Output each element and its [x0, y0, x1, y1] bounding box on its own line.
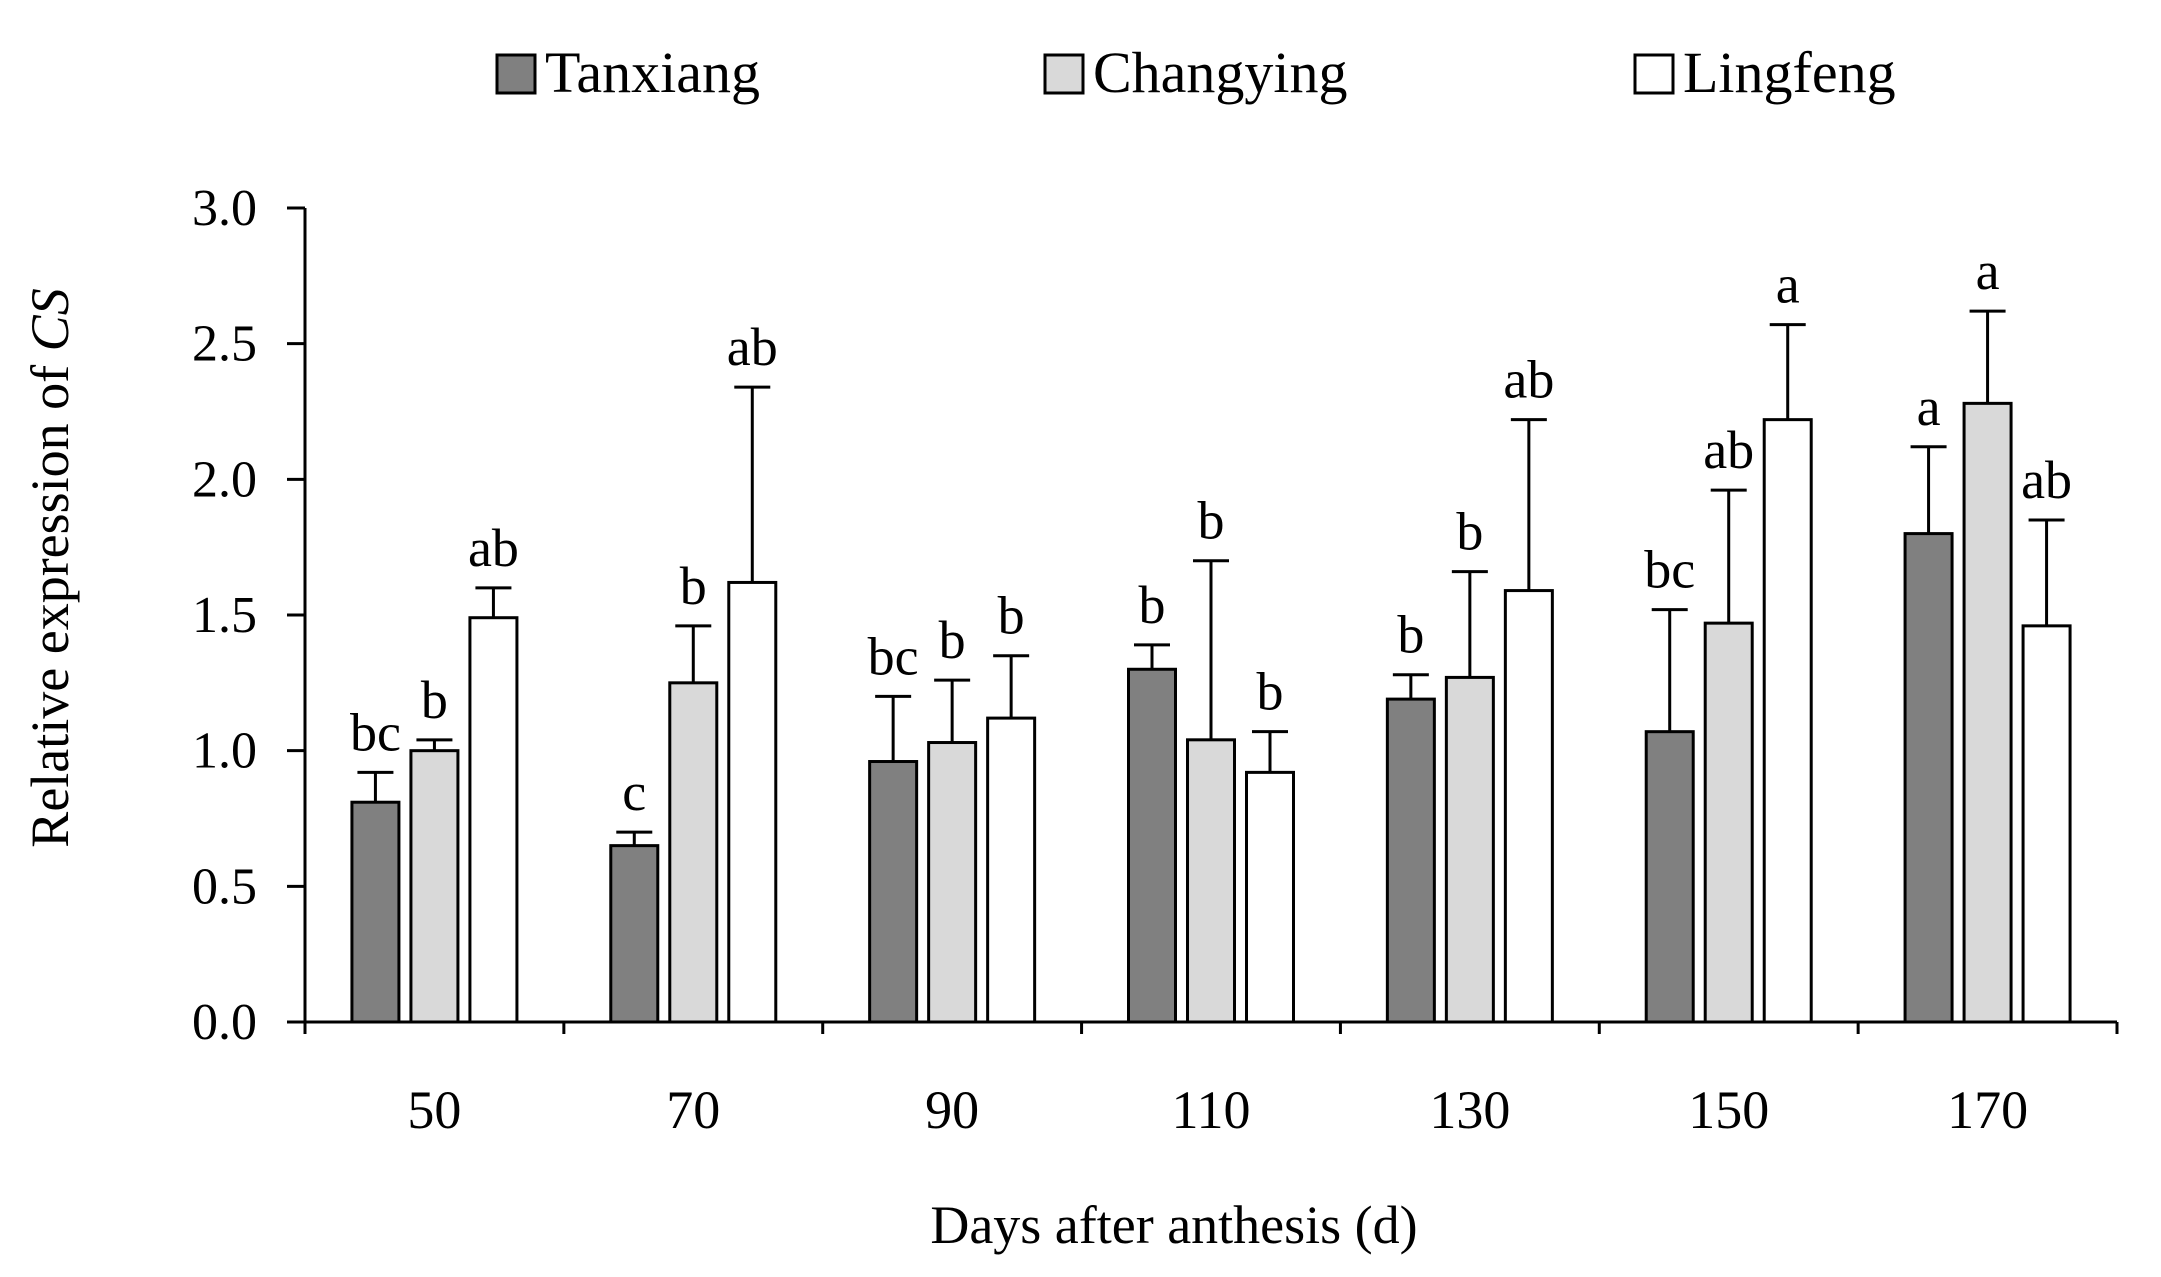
legend-swatch-changying [1043, 53, 1085, 95]
significance-letter: bc [1644, 540, 1695, 600]
bar-lingfeng [727, 580, 778, 1024]
y-tick-label: 1.0 [192, 723, 257, 780]
bar-changying [1444, 675, 1495, 1024]
x-tick-label: 130 [1429, 1080, 1510, 1140]
bar-tanxiang [350, 800, 401, 1024]
significance-letter: b [998, 586, 1025, 646]
significance-letter: b [680, 556, 707, 616]
legend: Tanxiang Changying Lingfeng [495, 40, 1896, 105]
legend-swatch-tanxiang [495, 53, 537, 95]
y-tick-label: 0.5 [192, 858, 257, 915]
bar-tanxiang [1644, 730, 1695, 1024]
y-tick-label: 2.5 [192, 316, 257, 373]
significance-letter: ab [1503, 350, 1554, 410]
significance-letter: b [1397, 605, 1424, 665]
significance-letter: b [1257, 662, 1284, 722]
y-axis-label: Relative expression of CS [20, 288, 80, 847]
significance-letter: b [939, 610, 966, 670]
bar-tanxiang [868, 760, 919, 1024]
bar-changying [927, 741, 978, 1024]
bar-tanxiang [1903, 532, 1954, 1024]
x-tick-label: 90 [925, 1080, 979, 1140]
y-tick-label: 3.0 [192, 180, 257, 237]
significance-letter: b [1198, 491, 1225, 551]
legend-swatch-lingfeng [1633, 53, 1675, 95]
significance-letter: b [1456, 502, 1483, 562]
bar-tanxiang [609, 844, 660, 1024]
significance-letter: b [1139, 575, 1166, 635]
significance-letter: bc [868, 626, 919, 686]
bar-changying [1703, 621, 1754, 1024]
bar-changying [668, 681, 719, 1024]
significance-letter: c [622, 762, 646, 822]
x-tick-label: 170 [1947, 1080, 2028, 1140]
bar-lingfeng [1762, 418, 1813, 1024]
bar-lingfeng [1503, 589, 1554, 1024]
significance-letter: ab [1703, 420, 1754, 480]
significance-letter: ab [2021, 450, 2072, 510]
x-tick-label: 50 [407, 1080, 461, 1140]
significance-letter: ab [468, 518, 519, 578]
significance-letter: a [1776, 255, 1800, 315]
y-tick-label: 1.5 [192, 587, 257, 644]
significance-letter: ab [727, 317, 778, 377]
bar-tanxiang [1385, 697, 1436, 1024]
x-tick-label: 150 [1688, 1080, 1769, 1140]
bar-tanxiang [1127, 667, 1177, 1024]
bar-lingfeng [986, 716, 1037, 1024]
significance-letter: a [1976, 241, 2000, 301]
bar-changying [409, 749, 460, 1024]
legend-label-tanxiang: Tanxiang [545, 40, 760, 105]
bar-lingfeng [2021, 624, 2072, 1024]
y-tick-label: 2.0 [192, 451, 257, 508]
significance-letter: a [1917, 377, 1941, 437]
bar-lingfeng [1245, 770, 1295, 1024]
legend-label-lingfeng: Lingfeng [1683, 40, 1896, 105]
bar-lingfeng [468, 616, 519, 1024]
axes: 0.0 0.5 1.0 1.5 2.0 2.5 3.0 50 70 90 110 130 150 170 [192, 180, 2119, 1140]
bars [350, 309, 2072, 1024]
significance-letter: b [421, 670, 448, 730]
x-tick-label: 70 [666, 1080, 720, 1140]
x-tick-label: 110 [1172, 1080, 1251, 1140]
significance-letter: bc [350, 702, 401, 762]
y-tick-label: 0.0 [192, 994, 257, 1051]
legend-label-changying: Changying [1093, 40, 1348, 105]
x-axis-label: Days after anthesis (d) [930, 1195, 1417, 1255]
bar-changying [1186, 738, 1236, 1024]
bar-changying [1962, 401, 2013, 1024]
